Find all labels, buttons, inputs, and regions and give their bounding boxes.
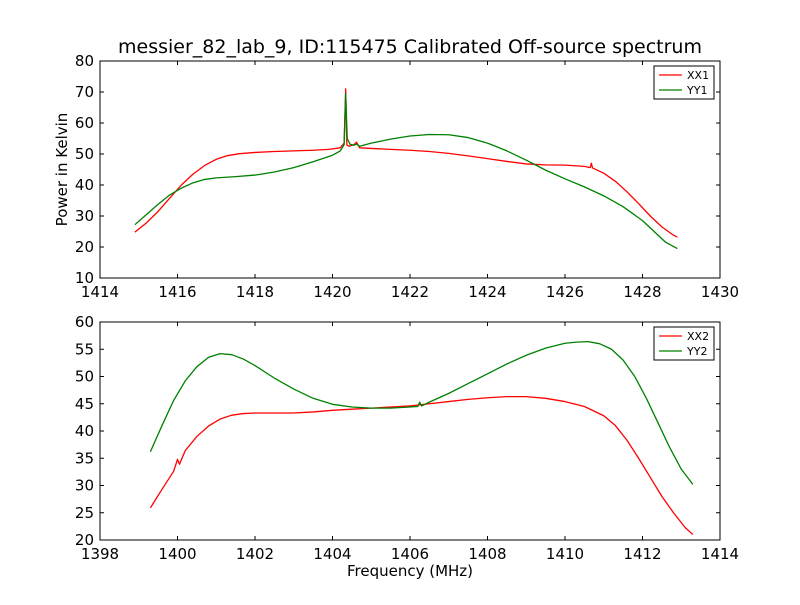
y-tick-label: 35 [75, 449, 94, 467]
x-tick-label: 1428 [623, 283, 661, 301]
legend-box [653, 65, 715, 100]
y-tick-label: 45 [75, 395, 94, 413]
x-tick-label: 1406 [391, 545, 429, 563]
x-tick-label: 1410 [546, 545, 584, 563]
x-tick-label: 1420 [313, 283, 351, 301]
y-axis-label: Power in Kelvin [53, 113, 71, 227]
y-tick-label: 40 [75, 422, 94, 440]
series-line-yy2 [149, 340, 694, 485]
x-tick-label: 1426 [546, 283, 584, 301]
x-tick-label: 1422 [391, 283, 429, 301]
x-tick-label: 1398 [81, 545, 119, 563]
x-tick-label: 1418 [236, 283, 274, 301]
x-tick-label: 1412 [623, 545, 661, 563]
legend-label-xx2: XX2 [687, 330, 709, 343]
subplot-bottom: 1398 1400 1402 1404 1406 1408 1410 1412 1414 20 25… [75, 313, 739, 580]
x-tick-label: 1414 [81, 283, 119, 301]
x-tick-label: 1424 [468, 283, 506, 301]
y-tick-label: 10 [75, 269, 94, 287]
chart-title: messier_82_lab_9, ID:115475 Calibrated O… [118, 36, 702, 58]
y-tick-label: 70 [75, 83, 94, 101]
legend-label-yy1: YY1 [686, 84, 707, 97]
legend-label-xx1: XX1 [687, 69, 709, 82]
y-tick-label: 50 [75, 368, 94, 386]
x-axis-label: Frequency (MHz) [347, 562, 473, 580]
x-tick-label: 1430 [701, 283, 739, 301]
x-tick-label: 1414 [701, 545, 739, 563]
axes-frame [99, 60, 721, 279]
y-tick-label: 30 [75, 207, 94, 225]
y-tick-label: 80 [75, 52, 94, 70]
x-tick-label: 1402 [236, 545, 274, 563]
series-line-yy1 [134, 92, 678, 250]
x-tick-label: 1408 [468, 545, 506, 563]
y-tick-label: 55 [75, 340, 94, 358]
x-tick-label: 1416 [158, 283, 196, 301]
legend-box [653, 326, 715, 361]
x-tick-label: 1400 [158, 545, 196, 563]
series-line-xx2 [149, 396, 694, 536]
y-tick-label: 25 [75, 504, 94, 522]
y-tick-label: 20 [75, 531, 94, 549]
axes-frame [99, 321, 721, 541]
y-tick-label: 20 [75, 238, 94, 256]
y-tick-label: 40 [75, 176, 94, 194]
subplot-top: 1414 1416 1418 1420 1422 1424 1426 1428 1430 10 20… [53, 52, 739, 301]
y-tick-label: 60 [75, 313, 94, 331]
y-tick-label: 60 [75, 114, 94, 132]
legend-label-yy2: YY2 [686, 345, 707, 358]
series-line-xx1 [134, 88, 678, 238]
y-tick-label: 30 [75, 477, 94, 495]
x-tick-label: 1404 [313, 545, 351, 563]
y-tick-label: 50 [75, 145, 94, 163]
